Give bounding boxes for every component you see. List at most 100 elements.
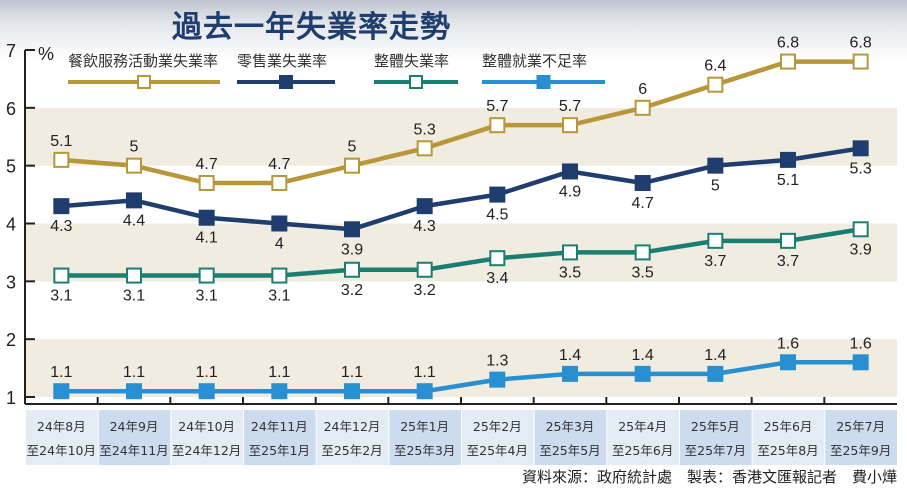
- legend-label: 餐飲服務活動業失業率: [68, 52, 218, 70]
- grid-band: [25, 339, 897, 397]
- data-label: 6: [638, 81, 647, 98]
- data-point: [489, 117, 506, 134]
- data-label: 3.5: [559, 264, 581, 281]
- y-tick-label: 2: [6, 330, 16, 350]
- data-label: 5.7: [559, 98, 581, 115]
- x-tick-label: 至25年4月: [467, 443, 528, 458]
- data-point: [344, 221, 360, 238]
- chart-title: 過去一年失業率走勢: [172, 10, 451, 45]
- x-tick-label: 至25年2月: [321, 443, 382, 458]
- data-label: 5: [348, 139, 357, 156]
- x-tick-label: 24年12月: [324, 419, 381, 434]
- data-label: 1.3: [486, 353, 508, 370]
- data-point: [852, 53, 869, 70]
- legend-marker: [137, 75, 151, 89]
- data-point: [562, 365, 578, 382]
- x-tick-label: 至25年3月: [394, 443, 455, 458]
- x-tick-label: 25年6月: [764, 419, 813, 434]
- data-label: 1.4: [704, 347, 726, 364]
- data-label: 4.3: [50, 218, 72, 235]
- data-label: 1.4: [559, 347, 581, 364]
- x-category-cell: [534, 410, 607, 465]
- legend-label: 整體就業不足率: [482, 52, 587, 70]
- data-label: 3.9: [850, 241, 872, 258]
- data-label: 4.7: [632, 195, 654, 212]
- data-point: [344, 261, 360, 278]
- data-label: 5.1: [777, 172, 799, 189]
- data-point: [198, 209, 215, 226]
- series-line: [61, 360, 861, 394]
- data-point: [852, 140, 869, 157]
- data-label: 3.7: [704, 253, 726, 270]
- legend-label: 零售業失業率: [237, 52, 327, 70]
- data-label: 4: [275, 236, 284, 253]
- data-point: [271, 175, 288, 192]
- data-point: [634, 365, 651, 382]
- data-label: 6.4: [704, 58, 726, 75]
- data-label: 5.3: [414, 121, 436, 138]
- data-label: 4.4: [123, 212, 145, 229]
- data-point: [707, 157, 724, 174]
- x-category-cell: [98, 410, 171, 465]
- data-point: [562, 244, 578, 261]
- data-point: [562, 163, 578, 180]
- y-tick-label: 1: [6, 388, 16, 408]
- data-point: [489, 371, 506, 388]
- data-point: [271, 215, 288, 232]
- x-tick-label: 25年2月: [473, 419, 522, 434]
- y-tick-label: 4: [6, 215, 16, 235]
- data-label: 3.7: [777, 253, 799, 270]
- legend-marker: [536, 75, 551, 89]
- data-label: 6.8: [777, 35, 799, 52]
- x-tick-label: 至24年12月: [172, 443, 241, 458]
- x-tick-label: 至25年5月: [539, 443, 600, 458]
- x-category-cell: [462, 410, 534, 465]
- data-point: [489, 186, 506, 203]
- x-tick-label: 24年9月: [110, 419, 159, 434]
- data-label: 3.1: [268, 288, 290, 305]
- y-tick-label: 6: [6, 99, 16, 119]
- y-axis-unit: %: [38, 44, 54, 64]
- data-point: [707, 365, 724, 382]
- data-point: [53, 151, 70, 168]
- data-point: [198, 267, 215, 284]
- data-label: 1.1: [123, 364, 145, 381]
- data-label: 5.3: [850, 160, 872, 177]
- data-point: [852, 354, 869, 371]
- data-point: [707, 76, 724, 93]
- data-point: [53, 267, 70, 284]
- data-label: 5: [711, 178, 720, 195]
- y-tick-label: 5: [6, 157, 16, 177]
- data-point: [416, 383, 433, 400]
- series-line: [61, 227, 862, 278]
- x-tick-label: 25年7月: [836, 419, 885, 434]
- x-category-cell: [389, 410, 461, 465]
- data-point: [416, 198, 433, 215]
- x-category-cell: [316, 410, 389, 465]
- data-point: [126, 383, 142, 400]
- x-category-cell: [171, 410, 243, 465]
- data-point: [53, 198, 70, 215]
- data-label: 1.1: [414, 364, 436, 381]
- x-tick-label: 至24年10月: [27, 443, 96, 458]
- data-point: [852, 221, 869, 238]
- x-category-cell: [825, 410, 897, 465]
- x-category-cell: [680, 410, 752, 465]
- data-point: [489, 250, 506, 267]
- x-tick-label: 至24年11月: [99, 443, 168, 458]
- data-point: [780, 232, 796, 249]
- data-label: 1.6: [777, 335, 799, 352]
- data-point: [126, 157, 142, 174]
- y-tick-label: 7: [6, 41, 16, 61]
- data-label: 3.2: [414, 282, 436, 299]
- data-label: 4.9: [559, 183, 581, 200]
- data-point: [780, 151, 796, 168]
- data-point: [271, 383, 288, 400]
- x-category-cell: [244, 410, 316, 465]
- x-category-cell: [607, 410, 679, 465]
- data-label: 1.1: [268, 364, 290, 381]
- data-label: 3.9: [341, 241, 363, 258]
- x-tick-label: 至25年6月: [612, 443, 673, 458]
